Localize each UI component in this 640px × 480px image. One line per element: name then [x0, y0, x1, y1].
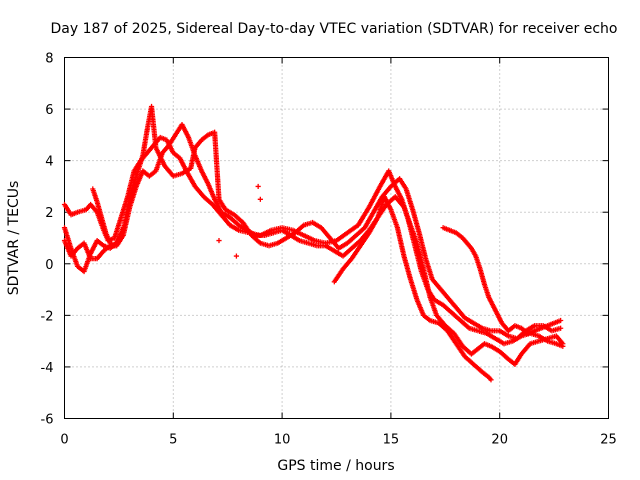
data-point: [257, 196, 263, 202]
x-tick-label: 20: [491, 433, 508, 448]
chart-title: Day 187 of 2025, Sidereal Day-to-day VTE…: [51, 21, 618, 37]
y-tick-label: 4: [45, 155, 53, 170]
y-tick-label: 2: [45, 206, 53, 221]
y-tick-label: 8: [45, 52, 53, 67]
data-point: [558, 317, 564, 324]
grid: [64, 57, 609, 419]
data-point: [120, 225, 126, 231]
y-tick-label: 0: [45, 258, 53, 273]
y-tick-label: -2: [41, 309, 54, 324]
x-axis-label: GPS time / hours: [277, 458, 394, 474]
y-tick-label: -4: [41, 361, 54, 376]
data-point: [216, 237, 222, 244]
x-tick-label: 25: [600, 433, 617, 448]
x-tick-label: 15: [383, 433, 400, 448]
y-tick-label: -6: [41, 413, 54, 428]
y-axis-label: SDTVAR / TECUs: [6, 181, 22, 296]
data-point: [558, 325, 564, 331]
x-tick-label: 0: [60, 433, 68, 448]
data-marks: [61, 103, 566, 383]
axis-ticks: 0 5 10 15 20 25 -6 -4 -2 0 2 4 6 8: [41, 52, 617, 448]
data-point: [233, 253, 240, 259]
x-tick-label: 10: [274, 433, 291, 448]
data-point: [560, 341, 566, 347]
data-point: [488, 377, 494, 383]
x-tick-label: 5: [169, 433, 177, 448]
data-point: [255, 183, 261, 190]
y-tick-label: 6: [45, 103, 53, 118]
